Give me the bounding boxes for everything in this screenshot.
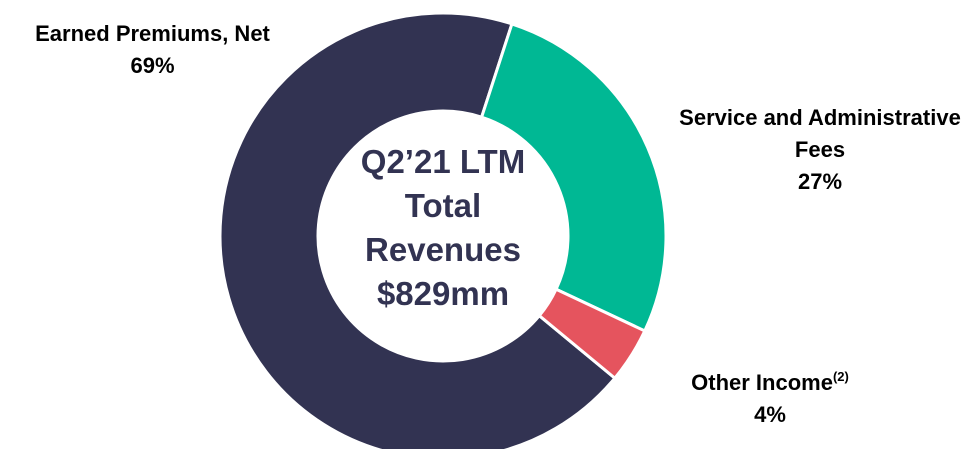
donut-slice: [479, 22, 668, 333]
slice-label: Service and Administrative Fees 27%: [660, 102, 976, 198]
chart-title: Q2’21 LTM Total Revenues $829mm: [360, 143, 526, 312]
slice-label: Other Income(2) 4%: [640, 367, 900, 431]
label-line: Service and Administrative Fees: [660, 102, 976, 166]
label-line: Earned Premiums, Net: [10, 18, 295, 50]
category-label: Service and Administrative Fees: [679, 105, 961, 162]
category-label: Earned Premiums, Net: [35, 21, 270, 46]
label-line: Other Income(2): [640, 367, 900, 399]
donut-slice: [537, 287, 647, 381]
category-label: Other Income: [691, 370, 833, 395]
donut-slice: [218, 11, 617, 449]
slice-label: Earned Premiums, Net 69%: [10, 18, 295, 82]
value-label: 27%: [797, 169, 843, 194]
footnote-marker: (2): [832, 369, 849, 384]
value-label: 69%: [130, 53, 175, 78]
value-label: 4%: [754, 402, 786, 427]
